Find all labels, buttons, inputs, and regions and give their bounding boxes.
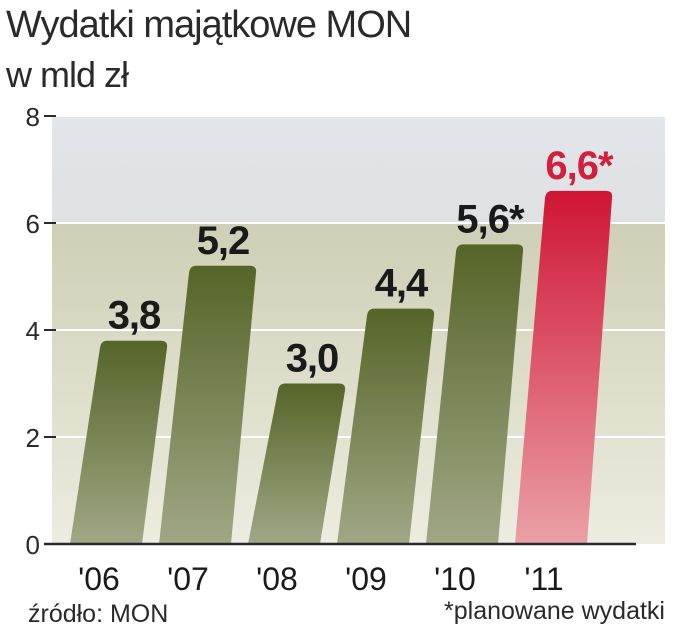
- y-tick-label: 8: [26, 102, 40, 132]
- x-tick-label: '09: [345, 561, 387, 597]
- bar-value-label: 6,6*: [545, 144, 614, 188]
- bar-value-label: 3,0: [286, 337, 339, 381]
- source-note: źródło: MON: [28, 600, 169, 628]
- y-tick-label: 4: [26, 316, 40, 346]
- bar-highlight: [515, 190, 613, 544]
- bar: [337, 308, 435, 544]
- x-tick-label: '10: [434, 561, 476, 597]
- y-tick-label: 0: [26, 530, 40, 560]
- chart-subtitle: w mld zł: [6, 54, 129, 95]
- bar: [159, 265, 257, 544]
- chart-title: Wydatki majątkowe MON: [6, 4, 412, 46]
- footnote: *planowane wydatki: [444, 597, 665, 625]
- x-tick-label: '06: [78, 561, 120, 597]
- bar-value-label: 5,6*: [456, 197, 525, 241]
- bar-value-label: 4,4: [375, 262, 429, 306]
- bar-value-label: 3,8: [108, 294, 161, 338]
- bar-value-label: 5,2: [197, 219, 250, 263]
- bar: [426, 244, 524, 544]
- x-tick-label: '11: [524, 561, 563, 597]
- bar: [70, 340, 168, 544]
- x-tick-label: '08: [256, 561, 298, 597]
- bar: [248, 383, 346, 544]
- y-tick-label: 6: [26, 209, 40, 239]
- y-tick-label: 2: [26, 423, 40, 453]
- x-tick-label: '07: [167, 561, 209, 597]
